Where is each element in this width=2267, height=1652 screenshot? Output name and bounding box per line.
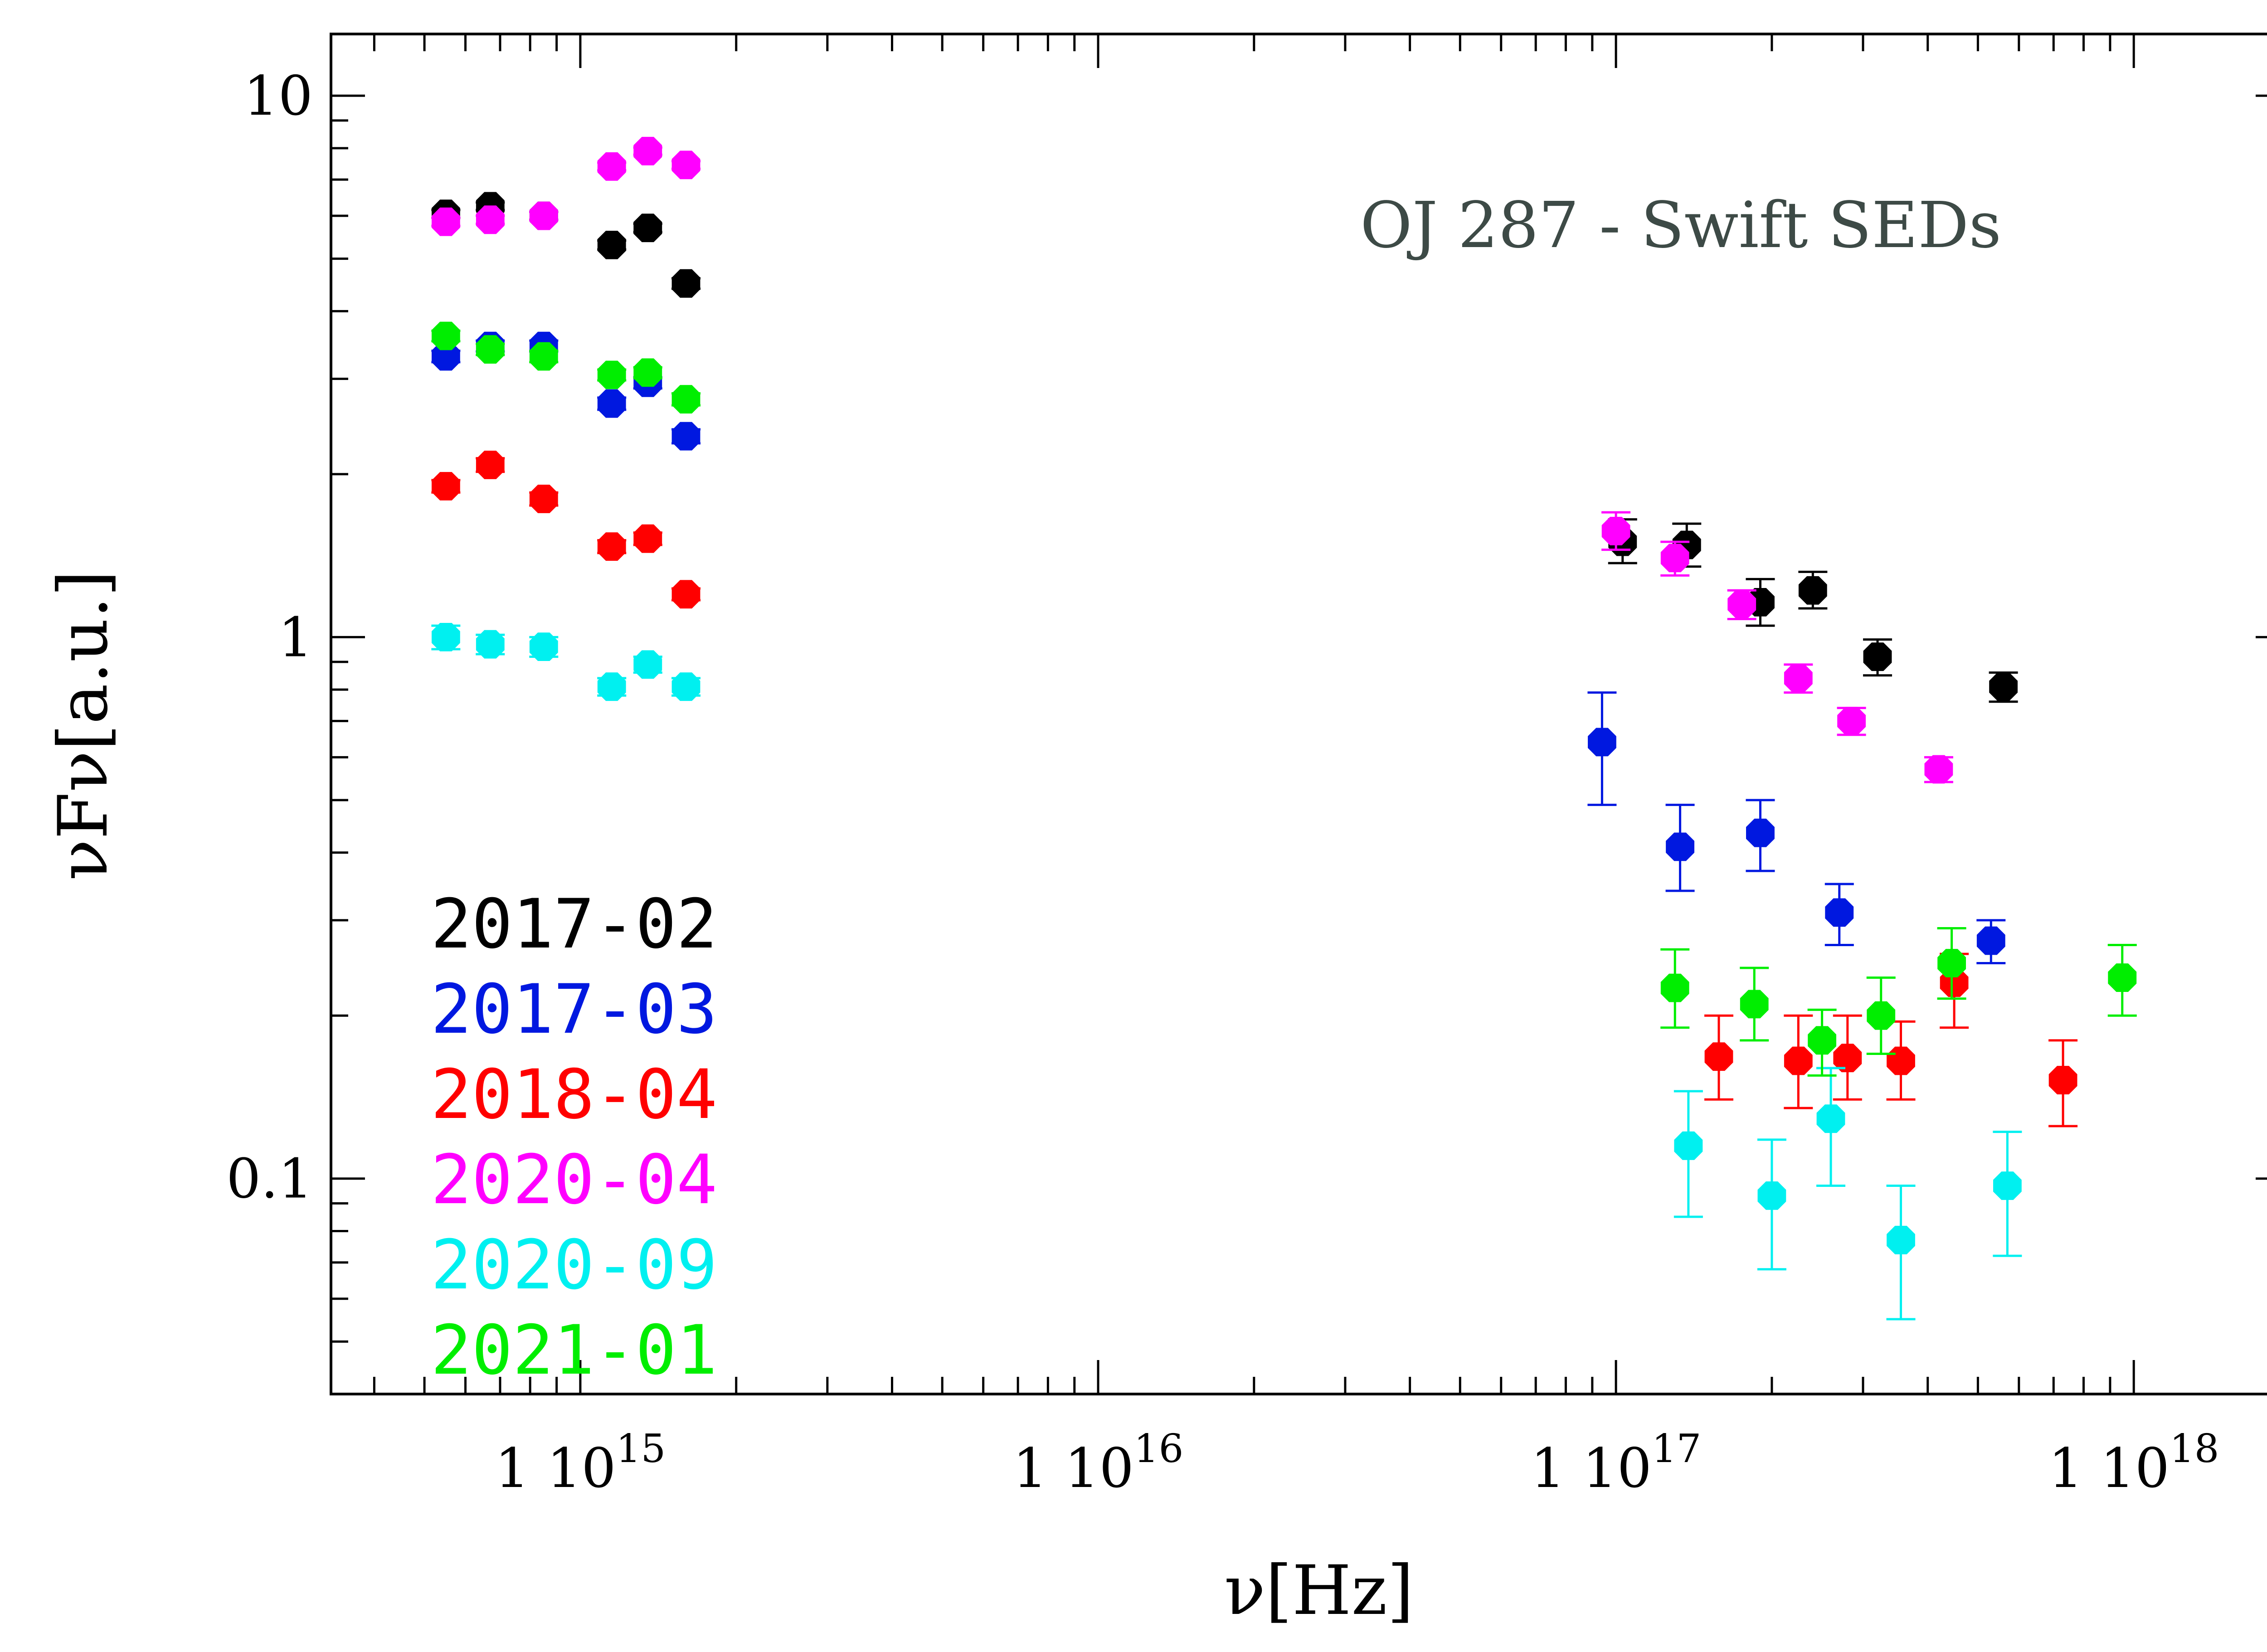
series-2017-02 (431, 192, 2018, 703)
data-point (597, 532, 626, 561)
data-point (1863, 642, 1892, 671)
data-point (1704, 1042, 1733, 1071)
data-point (597, 672, 626, 701)
data-point (1837, 707, 1866, 735)
data-point (1833, 1044, 1862, 1073)
data-point (1727, 590, 1756, 619)
data-point (1867, 1001, 1896, 1030)
data-point (1816, 1104, 1845, 1133)
data-point (1746, 818, 1775, 847)
data-point (1784, 1046, 1813, 1075)
axis-ticks (331, 34, 2267, 1395)
data-point (633, 214, 662, 243)
data-point (529, 485, 558, 513)
data-point (671, 672, 701, 701)
data-point (597, 360, 626, 389)
data-point (2108, 963, 2137, 992)
legend-entry: 2020-09 (431, 1226, 717, 1305)
x-tick-label: 1 1018 (2048, 1426, 2219, 1500)
data-point (529, 632, 558, 661)
y-tick-label: 0.1 (226, 1148, 313, 1211)
y-axis-title: νFν[a.u.] (44, 570, 123, 881)
legend: 2017-022017-032018-042020-042020-092021-… (431, 885, 717, 1390)
legend-entry: 2017-03 (431, 970, 717, 1049)
x-tick-label: 1 1016 (1013, 1426, 1184, 1500)
data-point (1993, 1171, 2022, 1200)
data-points (431, 136, 2137, 1321)
data-point (671, 151, 701, 180)
data-point (1887, 1046, 1915, 1075)
legend-entry: 2021-01 (431, 1311, 717, 1390)
data-point (432, 207, 460, 236)
data-point (1825, 898, 1854, 927)
data-point (476, 205, 505, 234)
data-point (432, 342, 460, 371)
data-point (1976, 926, 2005, 955)
data-point (1601, 517, 1630, 545)
data-point (1660, 544, 1689, 573)
data-point (1937, 949, 1966, 977)
data-point (597, 389, 626, 418)
data-point (633, 358, 662, 387)
data-point (633, 136, 662, 165)
y-tick-label: 1 (278, 606, 313, 669)
data-point (476, 451, 505, 479)
data-point (1660, 973, 1689, 1002)
data-point (1924, 755, 1953, 784)
data-point (671, 269, 701, 298)
data-point (1757, 1181, 1786, 1210)
data-point (671, 422, 701, 451)
data-point (671, 580, 701, 609)
series-2020-04 (431, 136, 1953, 784)
data-point (1666, 832, 1694, 861)
tick-labels: 10 1 0.1 1 1015 1 1016 1 1017 1 1018 (226, 65, 2219, 1500)
data-point (1740, 990, 1769, 1019)
data-point (432, 623, 460, 651)
legend-entry: 2017-02 (431, 885, 717, 964)
data-point (1674, 1131, 1703, 1160)
x-axis-title: ν[Hz] (1224, 1551, 1414, 1630)
data-point (1798, 576, 1827, 605)
plot-frame (330, 33, 2267, 1395)
data-point (1588, 728, 1616, 757)
data-point (597, 231, 626, 259)
legend-entry: 2018-04 (431, 1055, 717, 1134)
data-point (1887, 1225, 1915, 1254)
data-point (1808, 1026, 1836, 1055)
data-point (476, 335, 505, 364)
legend-entry: 2020-04 (431, 1141, 717, 1220)
y-tick-label: 10 (243, 65, 313, 128)
chart-title: OJ 287 - Swift SEDs (1360, 189, 2001, 262)
data-point (1989, 672, 2018, 701)
data-point (432, 472, 460, 500)
data-point (432, 321, 460, 350)
data-point (2048, 1066, 2077, 1094)
data-point (1784, 664, 1813, 693)
data-point (529, 201, 558, 230)
series-2021-01 (431, 321, 2137, 1077)
series-2017-03 (431, 331, 2006, 964)
data-point (671, 385, 701, 414)
data-point (633, 650, 662, 679)
data-point (529, 342, 558, 371)
x-tick-label: 1 1017 (1531, 1426, 1702, 1500)
data-point (633, 524, 662, 553)
x-tick-label: 1 1015 (495, 1426, 666, 1500)
data-point (476, 630, 505, 659)
data-point (597, 152, 626, 181)
